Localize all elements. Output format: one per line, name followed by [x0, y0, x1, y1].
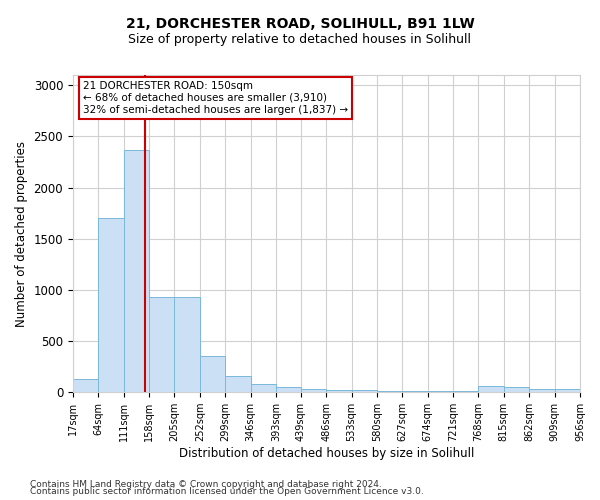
Text: Size of property relative to detached houses in Solihull: Size of property relative to detached ho… — [128, 32, 472, 46]
Text: Contains public sector information licensed under the Open Government Licence v3: Contains public sector information licen… — [30, 487, 424, 496]
Bar — [149, 297, 175, 392]
Bar — [175, 297, 200, 392]
Bar — [301, 388, 326, 392]
Bar — [554, 388, 580, 392]
Bar — [529, 388, 554, 392]
Bar — [403, 391, 428, 392]
Bar — [478, 386, 504, 392]
Y-axis label: Number of detached properties: Number of detached properties — [15, 140, 28, 326]
Bar — [98, 218, 124, 392]
Bar — [326, 390, 352, 392]
Bar — [73, 379, 98, 392]
Bar — [377, 390, 403, 392]
Bar — [200, 356, 225, 392]
Bar — [251, 384, 276, 392]
Bar — [352, 390, 377, 392]
Bar — [124, 150, 149, 392]
Bar — [504, 387, 529, 392]
X-axis label: Distribution of detached houses by size in Solihull: Distribution of detached houses by size … — [179, 447, 474, 460]
Bar — [276, 387, 301, 392]
Text: 21 DORCHESTER ROAD: 150sqm
← 68% of detached houses are smaller (3,910)
32% of s: 21 DORCHESTER ROAD: 150sqm ← 68% of deta… — [83, 82, 348, 114]
Text: 21, DORCHESTER ROAD, SOLIHULL, B91 1LW: 21, DORCHESTER ROAD, SOLIHULL, B91 1LW — [125, 18, 475, 32]
Bar — [428, 391, 453, 392]
Text: Contains HM Land Registry data © Crown copyright and database right 2024.: Contains HM Land Registry data © Crown c… — [30, 480, 382, 489]
Bar — [225, 376, 251, 392]
